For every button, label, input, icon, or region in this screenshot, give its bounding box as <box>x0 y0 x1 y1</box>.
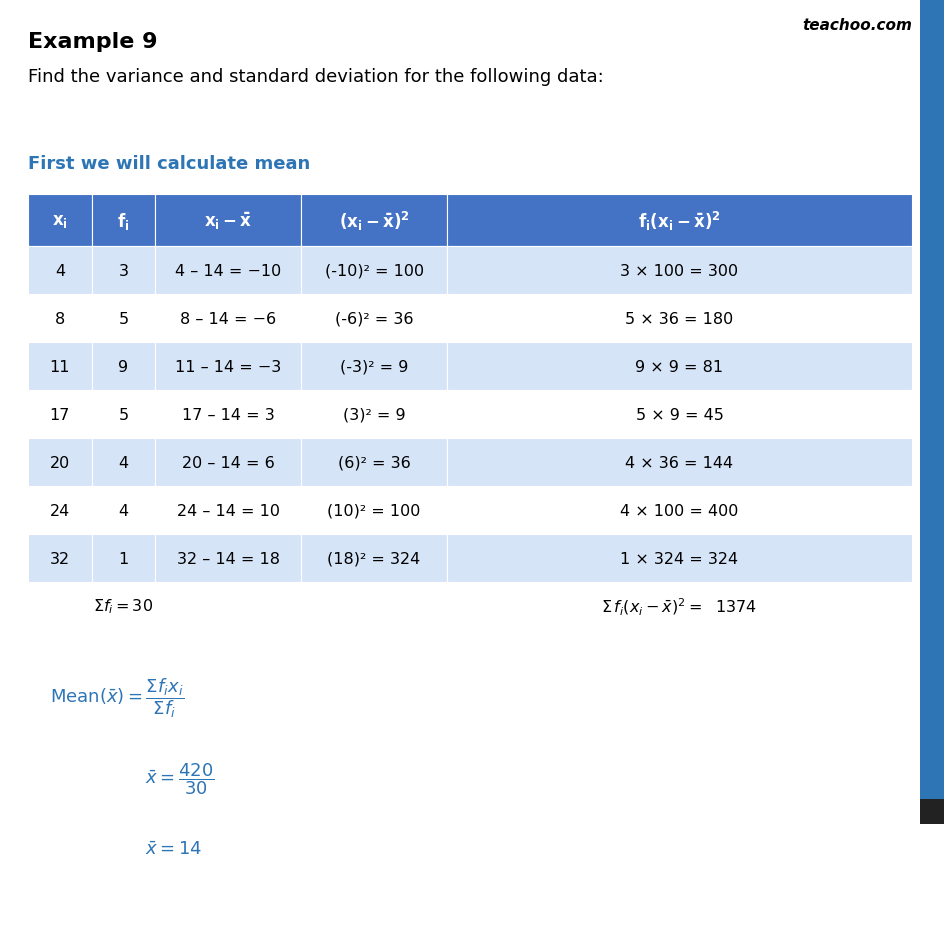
Text: $\mathbf{x_i}$: $\mathbf{x_i}$ <box>52 211 68 229</box>
Text: 3 × 100 = 300: 3 × 100 = 300 <box>620 263 738 278</box>
Bar <box>447 343 911 391</box>
Bar <box>92 295 155 343</box>
Text: 4: 4 <box>55 263 65 278</box>
Bar <box>301 295 447 343</box>
Bar <box>92 582 155 631</box>
Text: (-10)² = 100: (-10)² = 100 <box>324 263 423 278</box>
Text: 20 – 14 = 6: 20 – 14 = 6 <box>181 455 275 470</box>
Bar <box>155 343 301 391</box>
Text: 5: 5 <box>118 312 128 327</box>
Bar <box>155 534 301 582</box>
Text: 11 – 14 = −3: 11 – 14 = −3 <box>175 359 281 374</box>
Text: $\bar{x} = \dfrac{420}{30}$: $\bar{x} = \dfrac{420}{30}$ <box>144 760 214 796</box>
Bar <box>155 439 301 486</box>
Bar <box>301 534 447 582</box>
Bar <box>155 246 301 295</box>
Text: (3)² = 9: (3)² = 9 <box>343 407 405 422</box>
Text: 24 – 14 = 10: 24 – 14 = 10 <box>177 503 279 518</box>
Text: 5 × 36 = 180: 5 × 36 = 180 <box>625 312 733 327</box>
Bar <box>301 246 447 295</box>
Bar <box>28 343 92 391</box>
Bar <box>919 800 944 824</box>
Text: 11: 11 <box>49 359 70 374</box>
Bar <box>28 534 92 582</box>
Text: 4 × 100 = 400: 4 × 100 = 400 <box>619 503 738 518</box>
Bar <box>28 439 92 486</box>
Bar <box>301 391 447 439</box>
Text: 8 – 14 = −6: 8 – 14 = −6 <box>180 312 276 327</box>
Bar <box>28 194 92 246</box>
Text: 4: 4 <box>118 455 128 470</box>
Text: 1 × 324 = 324: 1 × 324 = 324 <box>620 551 738 565</box>
Bar <box>92 343 155 391</box>
Bar <box>301 439 447 486</box>
Bar <box>28 246 92 295</box>
Text: 5 × 9 = 45: 5 × 9 = 45 <box>635 407 723 422</box>
Bar <box>919 0 944 800</box>
Bar <box>155 194 301 246</box>
Text: $\mathbf{f_i(x_i - \bar{x})^2}$: $\mathbf{f_i(x_i - \bar{x})^2}$ <box>637 210 720 232</box>
Text: $\mathbf{f_i}$: $\mathbf{f_i}$ <box>117 211 129 231</box>
Text: 32 – 14 = 18: 32 – 14 = 18 <box>177 551 279 565</box>
Bar <box>447 534 911 582</box>
Bar <box>447 486 911 534</box>
Text: First we will calculate mean: First we will calculate mean <box>28 155 310 173</box>
Text: Example 9: Example 9 <box>28 32 158 52</box>
Bar <box>92 246 155 295</box>
Text: 4: 4 <box>118 503 128 518</box>
Text: $\mathbf{(x_i - \bar{x})^2}$: $\mathbf{(x_i - \bar{x})^2}$ <box>338 210 409 232</box>
Bar <box>301 486 447 534</box>
Bar <box>28 391 92 439</box>
Text: 24: 24 <box>50 503 70 518</box>
Bar <box>155 486 301 534</box>
Bar <box>447 246 911 295</box>
Bar <box>155 391 301 439</box>
Bar <box>92 486 155 534</box>
Text: 4 – 14 = −10: 4 – 14 = −10 <box>175 263 281 278</box>
Bar <box>92 194 155 246</box>
Bar <box>155 582 301 631</box>
Bar <box>92 439 155 486</box>
Text: $\mathbf{x_i - \bar{x}}$: $\mathbf{x_i - \bar{x}}$ <box>204 211 252 231</box>
Bar <box>447 194 911 246</box>
Bar <box>447 439 911 486</box>
Text: 20: 20 <box>50 455 70 470</box>
Text: $\Sigma\, f_i(x_i - \bar{x})^2 =\ \ 1374$: $\Sigma\, f_i(x_i - \bar{x})^2 =\ \ 1374… <box>601 596 757 616</box>
Text: $\mathrm{Mean}(\bar{x}) = \dfrac{\Sigma f_i x_i}{\Sigma f_i}$: $\mathrm{Mean}(\bar{x}) = \dfrac{\Sigma … <box>50 675 184 719</box>
Text: 9: 9 <box>118 359 128 374</box>
Text: Find the variance and standard deviation for the following data:: Find the variance and standard deviation… <box>28 68 603 86</box>
Bar <box>447 582 911 631</box>
Text: $\bar{x} = 14$: $\bar{x} = 14$ <box>144 840 202 858</box>
Bar <box>155 295 301 343</box>
Text: (6)² = 36: (6)² = 36 <box>337 455 410 470</box>
Bar <box>301 343 447 391</box>
Text: (-3)² = 9: (-3)² = 9 <box>340 359 408 374</box>
Text: 5: 5 <box>118 407 128 422</box>
Text: 17: 17 <box>50 407 70 422</box>
Text: (18)² = 324: (18)² = 324 <box>328 551 420 565</box>
Text: 1: 1 <box>118 551 128 565</box>
Bar <box>301 582 447 631</box>
Text: teachoo.com: teachoo.com <box>801 18 911 33</box>
Bar <box>28 486 92 534</box>
Text: 4 × 36 = 144: 4 × 36 = 144 <box>625 455 733 470</box>
Text: 9 × 9 = 81: 9 × 9 = 81 <box>634 359 723 374</box>
Bar <box>447 295 911 343</box>
Bar <box>301 194 447 246</box>
Text: 17 – 14 = 3: 17 – 14 = 3 <box>181 407 275 422</box>
Bar <box>92 391 155 439</box>
Bar <box>92 534 155 582</box>
Text: (10)² = 100: (10)² = 100 <box>327 503 420 518</box>
Text: $\Sigma f_i = 30$: $\Sigma f_i = 30$ <box>93 597 153 615</box>
Text: (-6)² = 36: (-6)² = 36 <box>334 312 413 327</box>
Bar <box>28 582 92 631</box>
Bar <box>28 295 92 343</box>
Text: 3: 3 <box>118 263 128 278</box>
Bar <box>447 391 911 439</box>
Text: 32: 32 <box>50 551 70 565</box>
Text: 8: 8 <box>55 312 65 327</box>
